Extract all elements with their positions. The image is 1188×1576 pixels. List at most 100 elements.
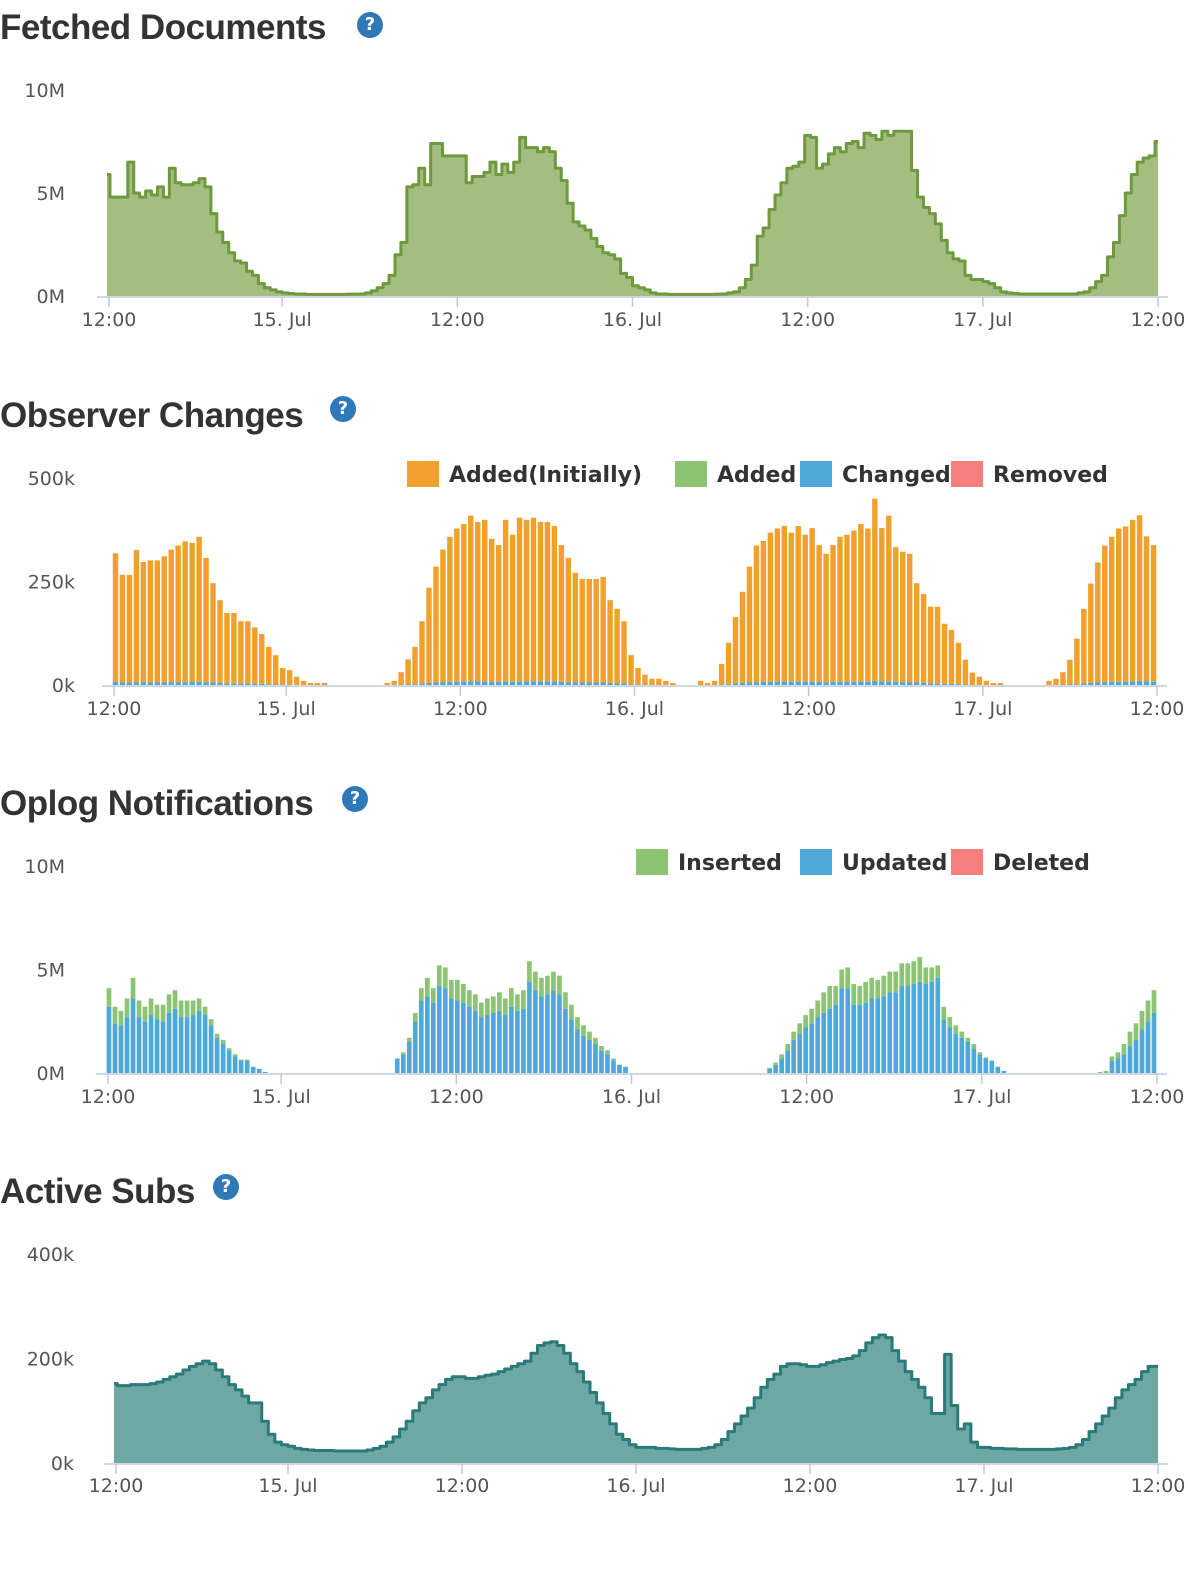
bar-changed — [788, 681, 794, 685]
bar-changed — [551, 681, 558, 685]
bar-inserted — [160, 1004, 166, 1022]
bar-changed — [405, 684, 411, 685]
bar-updated — [899, 986, 905, 1073]
bar-changed — [468, 681, 474, 685]
bar-changed — [844, 681, 850, 685]
bar-added-initially- — [252, 627, 258, 684]
bar-added-initially- — [1046, 680, 1052, 685]
legend-item[interactable]: Changed — [800, 461, 951, 488]
bar-changed — [635, 684, 641, 686]
title-row: Fetched Documents ? — [0, 8, 420, 48]
bar-updated — [1109, 1060, 1115, 1073]
bar-added-initially- — [412, 646, 418, 685]
bar-added-initially- — [865, 528, 871, 682]
legend-label: Added(Initially) — [449, 463, 642, 488]
x-tick-label: 12:00 — [783, 1475, 838, 1497]
bar-updated — [467, 1006, 472, 1073]
bar-updated — [442, 988, 448, 1073]
bar-changed — [161, 682, 167, 685]
x-tick-label: 15. Jul — [253, 309, 312, 331]
y-tick-label: 200k — [27, 1349, 74, 1371]
bar-added-initially- — [635, 668, 641, 685]
legend-item[interactable]: Removed — [951, 461, 1108, 488]
bar-added-initially- — [621, 621, 627, 684]
bar-added-initially- — [475, 521, 481, 682]
bar-inserted — [611, 1058, 616, 1061]
bar-added-initially- — [231, 612, 237, 684]
bar-inserted — [923, 967, 929, 984]
bar-changed — [1074, 684, 1080, 685]
legend-item[interactable]: Added(Initially) — [407, 461, 642, 488]
bar-updated — [893, 992, 899, 1073]
bar-changed — [1060, 684, 1066, 686]
bar-inserted — [881, 975, 887, 997]
bar-updated — [917, 981, 923, 1073]
bar-inserted — [112, 1006, 118, 1024]
bar-updated — [803, 1027, 809, 1073]
bar-changed — [920, 682, 927, 685]
bar-changed — [502, 681, 509, 685]
bar-inserted — [509, 988, 514, 1007]
bar-updated — [497, 1010, 502, 1073]
bar-updated — [491, 1012, 496, 1073]
chart-observer-changes: 0k 250k 500k Added(Initially) Added Changed Re… — [28, 461, 1185, 720]
bar-changed — [851, 681, 857, 685]
legend-item[interactable]: Added — [675, 461, 796, 488]
bar-added-initially- — [788, 532, 794, 682]
bar-updated — [503, 1015, 508, 1073]
bar-inserted — [893, 971, 899, 993]
bar-added-initially- — [245, 621, 251, 684]
help-icon[interactable]: ? — [342, 786, 368, 812]
y-tick-label: 250k — [28, 572, 75, 594]
bar-added-initially- — [168, 549, 174, 683]
legend-item[interactable]: Deleted — [951, 849, 1090, 876]
bar-updated — [154, 1019, 160, 1073]
bar-added-initially- — [133, 550, 140, 683]
bar-added-initially- — [760, 540, 767, 682]
bar-inserted — [833, 986, 839, 1005]
bar-updated — [971, 1048, 977, 1073]
legend-item[interactable]: Updated — [800, 849, 947, 876]
bar-inserted — [1127, 1031, 1133, 1047]
legend-label: Deleted — [993, 851, 1090, 876]
bar-inserted — [1139, 1010, 1145, 1030]
bar-changed — [593, 682, 599, 685]
bar-inserted — [971, 1044, 977, 1049]
bar-inserted — [166, 994, 172, 1013]
bar-added-initially- — [112, 553, 119, 682]
bar-updated — [112, 1023, 118, 1073]
bar-added-initially- — [259, 634, 265, 684]
legend-label: Added — [717, 463, 796, 488]
bar-inserted — [196, 998, 202, 1011]
bar-inserted — [1115, 1052, 1121, 1059]
bar-updated — [983, 1058, 989, 1073]
bar-inserted — [412, 1012, 418, 1022]
bar-updated — [262, 1071, 268, 1073]
bar-added-initially- — [955, 642, 962, 685]
legend-item[interactable]: Inserted — [636, 849, 782, 876]
bar-added-initially- — [279, 668, 286, 685]
bar-changed — [1129, 681, 1136, 685]
x-tick-label: 16. Jul — [605, 698, 664, 720]
bar-updated — [785, 1050, 790, 1073]
bar-changed — [203, 682, 209, 685]
bar-added-initially- — [140, 562, 147, 683]
bar-changed — [767, 681, 774, 685]
bar-updated — [929, 981, 935, 1073]
bar-updated — [479, 1017, 484, 1073]
bar-changed — [872, 680, 878, 685]
bar-changed — [259, 683, 265, 685]
bar-changed — [899, 682, 906, 685]
x-tick-label: 12:00 — [1130, 698, 1185, 720]
bar-added-initially- — [697, 680, 704, 685]
bar-added-initially- — [732, 617, 739, 684]
bar-inserted — [442, 967, 448, 989]
help-icon[interactable]: ? — [213, 1174, 239, 1200]
panel-active-subs: Active Subs ? 0k 200k 400k 12:00 15. Jul 12:0… — [0, 1166, 1188, 1532]
x-tick-label: 12:00 — [81, 1086, 136, 1108]
help-icon[interactable]: ? — [330, 396, 356, 422]
bar-added-initially- — [844, 534, 850, 682]
help-icon[interactable]: ? — [357, 12, 383, 38]
bar-added-initially- — [286, 670, 293, 685]
bar-inserted — [533, 971, 538, 991]
